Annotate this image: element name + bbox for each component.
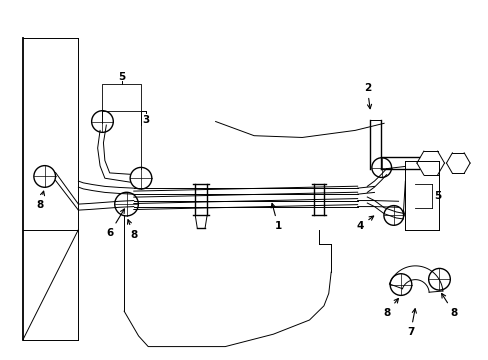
Text: 8: 8 <box>127 220 137 240</box>
Text: 5: 5 <box>118 72 125 82</box>
Text: 4: 4 <box>356 216 373 231</box>
Text: 6: 6 <box>106 209 124 238</box>
Text: 8: 8 <box>36 191 44 210</box>
Text: 8: 8 <box>441 293 457 318</box>
Text: 2: 2 <box>363 83 371 109</box>
Text: 1: 1 <box>270 203 281 231</box>
Text: 8: 8 <box>382 298 398 318</box>
Text: 5: 5 <box>434 191 441 201</box>
Text: 7: 7 <box>406 309 416 337</box>
Text: 3: 3 <box>142 115 149 125</box>
